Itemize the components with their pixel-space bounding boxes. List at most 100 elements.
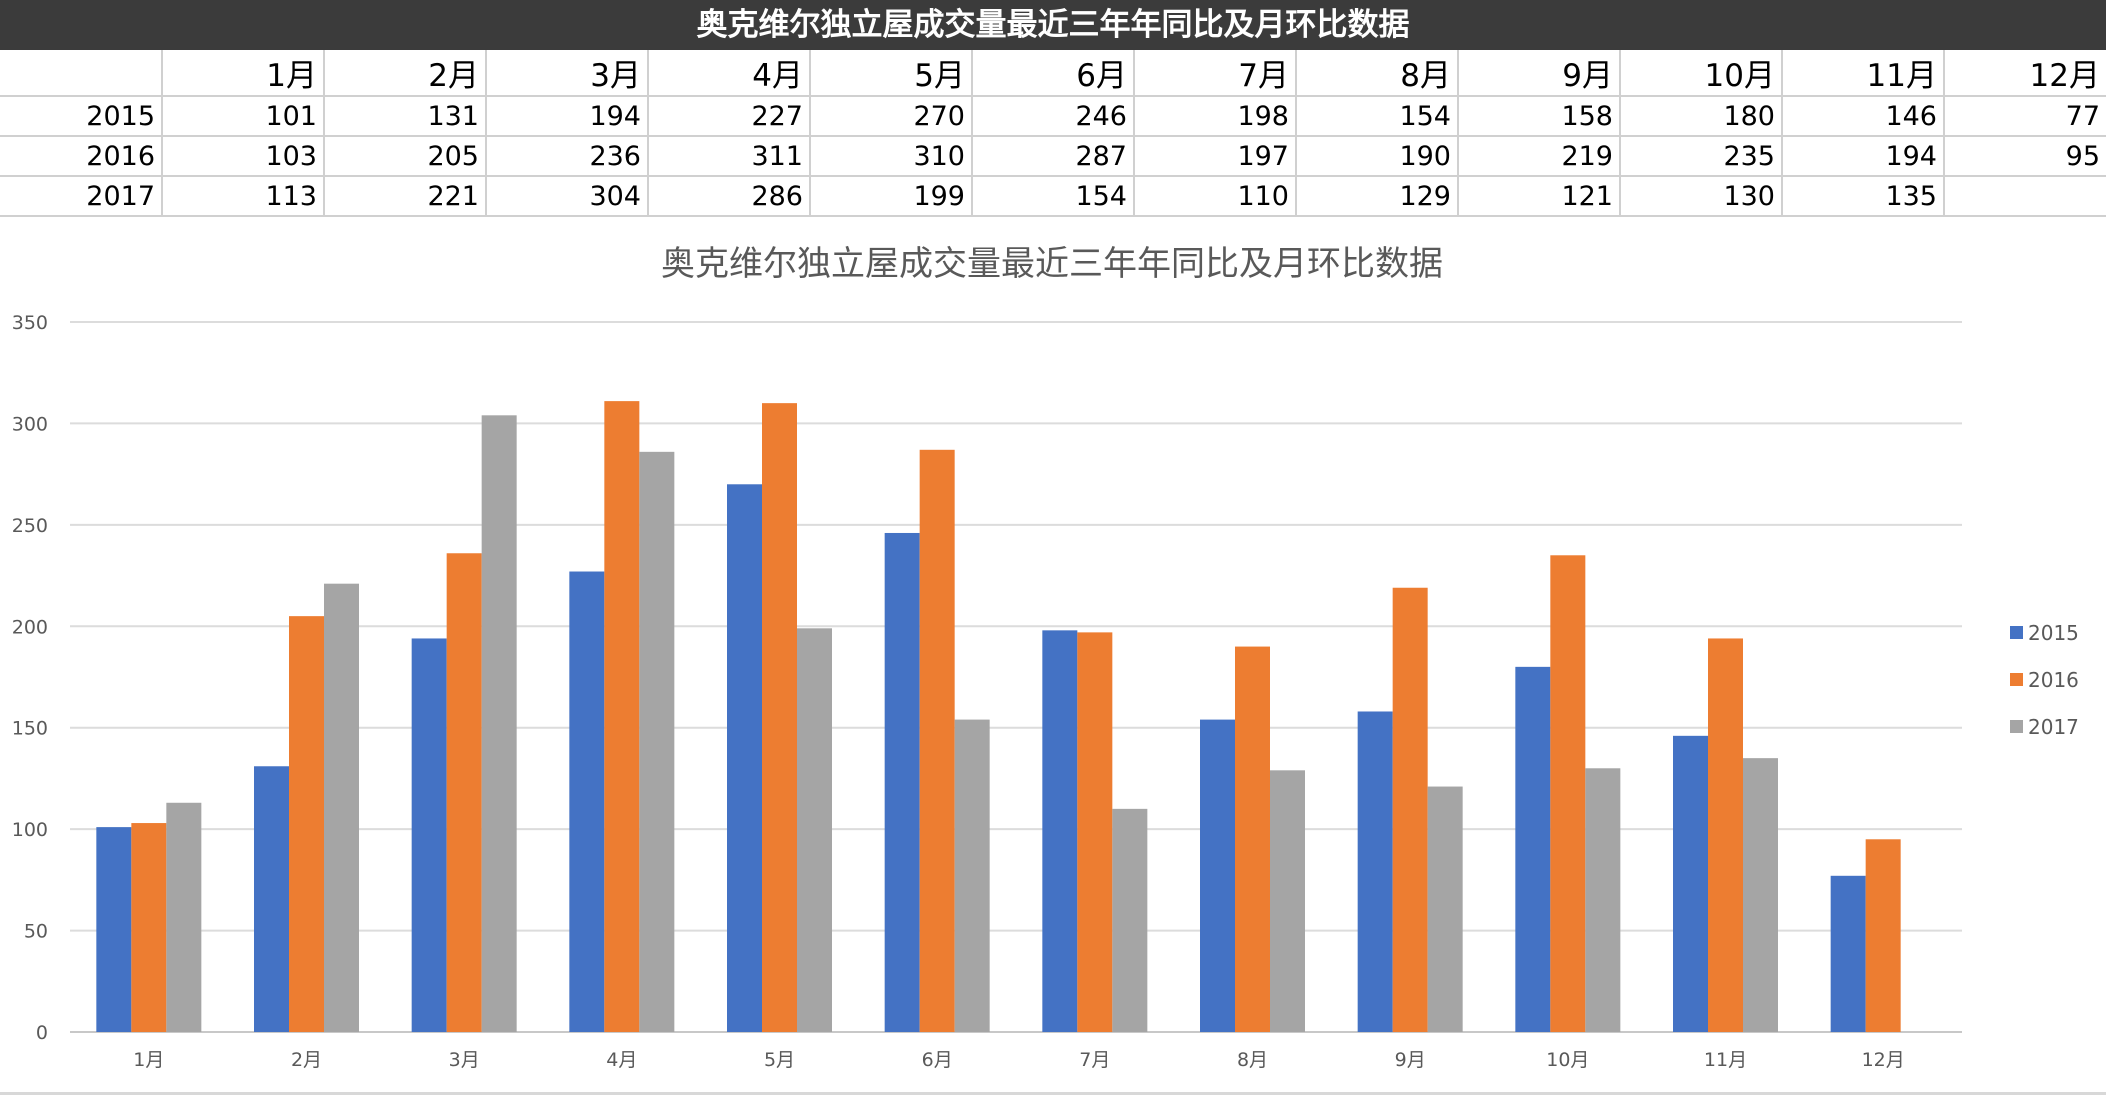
bar-2017-1月 [166, 802, 202, 1032]
value-cell[interactable]: 130 [1620, 176, 1783, 217]
y-tick-label: 300 [12, 413, 48, 435]
bar-2016-8月 [1235, 646, 1270, 1032]
month-header-cell[interactable]: 3月 [486, 50, 649, 97]
value-cell[interactable]: 270 [810, 96, 973, 137]
value-cell[interactable]: 121 [1458, 176, 1621, 217]
value-cell[interactable]: 113 [162, 176, 325, 217]
value-cell[interactable]: 219 [1458, 136, 1621, 177]
value-cell[interactable]: 198 [1134, 96, 1297, 137]
x-tick-label: 6月 [922, 1049, 953, 1071]
month-header-cell[interactable]: 1月 [162, 50, 325, 97]
bar-2017-3月 [481, 415, 517, 1032]
month-header-cell[interactable]: 11月 [1782, 50, 1945, 97]
value-cell[interactable]: 146 [1782, 96, 1945, 137]
table-row: 2015 101 131 194 227 270 246 198 154 158 180 146 77 [0, 96, 2106, 137]
value-cell[interactable]: 194 [486, 96, 649, 137]
legend-label: 2015 [2028, 621, 2079, 645]
x-tick-label: 8月 [1237, 1049, 1268, 1071]
value-cell[interactable]: 287 [972, 136, 1135, 177]
month-header-cell[interactable]: 7月 [1134, 50, 1297, 97]
sheet-title: 奥克维尔独立屋成交量最近三年年同比及月环比数据 [696, 7, 1410, 43]
table-row: 2017 113 221 304 286 199 154 110 129 121 130 135 [0, 176, 2106, 217]
value-cell[interactable]: 154 [1296, 96, 1459, 137]
bar-2015-11月 [1673, 735, 1708, 1032]
month-header-cell[interactable]: 12月 [1944, 50, 2106, 97]
value-cell[interactable]: 190 [1296, 136, 1459, 177]
x-tick-label: 2月 [291, 1049, 322, 1071]
month-header-cell[interactable]: 5月 [810, 50, 973, 97]
bar-2016-3月 [446, 553, 482, 1032]
bar-2015-1月 [96, 827, 132, 1032]
y-tick-label: 250 [12, 515, 48, 537]
value-cell[interactable]: 95 [1944, 136, 2106, 177]
bar-2017-11月 [1743, 758, 1778, 1032]
bar-2016-12月 [1865, 839, 1901, 1032]
x-tick-label: 1月 [133, 1049, 164, 1071]
bar-2015-5月 [727, 484, 762, 1032]
y-tick-label: 150 [12, 718, 48, 740]
value-cell[interactable] [1944, 176, 2106, 217]
bar-2017-8月 [1270, 770, 1305, 1032]
value-cell[interactable]: 205 [324, 136, 487, 177]
bar-2015-2月 [254, 766, 289, 1032]
legend-swatch-2017 [2010, 720, 2023, 733]
bar-2017-4月 [639, 451, 675, 1032]
bar-2015-8月 [1200, 719, 1235, 1032]
month-header-cell[interactable]: 10月 [1620, 50, 1783, 97]
value-cell[interactable]: 110 [1134, 176, 1297, 217]
year-label-cell[interactable]: 2017 [0, 176, 163, 217]
x-tick-label: 4月 [606, 1049, 637, 1071]
month-header-cell[interactable]: 2月 [324, 50, 487, 97]
legend-label: 2016 [2028, 668, 2079, 692]
bar-2017-6月 [954, 719, 990, 1032]
value-cell[interactable]: 246 [972, 96, 1135, 137]
value-cell[interactable]: 199 [810, 176, 973, 217]
month-header-cell[interactable]: 6月 [972, 50, 1135, 97]
value-cell[interactable]: 131 [324, 96, 487, 137]
bar-chart: 奥克维尔独立屋成交量最近三年年同比及月环比数据 0 50 100 150 200 250 30… [12, 244, 2079, 1071]
bar-2016-2月 [289, 616, 324, 1032]
x-tick-label: 7月 [1079, 1049, 1110, 1071]
bar-2015-7月 [1042, 630, 1078, 1032]
legend-label: 2017 [2028, 715, 2079, 739]
bar-2017-5月 [797, 628, 832, 1032]
value-cell[interactable]: 310 [810, 136, 973, 177]
bar-2015-10月 [1515, 666, 1551, 1032]
bar-2016-10月 [1550, 555, 1586, 1032]
year-label-cell[interactable]: 2016 [0, 136, 163, 177]
month-header-cell[interactable]: 9月 [1458, 50, 1621, 97]
value-cell[interactable]: 180 [1620, 96, 1783, 137]
bottom-divider [0, 1092, 2106, 1095]
value-cell[interactable]: 194 [1782, 136, 1945, 177]
value-cell[interactable]: 236 [486, 136, 649, 177]
value-cell[interactable]: 286 [648, 176, 811, 217]
year-label-cell[interactable]: 2015 [0, 96, 163, 137]
bar-2015-6月 [884, 532, 920, 1032]
x-tick-label: 3月 [449, 1049, 480, 1071]
bar-2015-12月 [1830, 875, 1866, 1032]
value-cell[interactable]: 221 [324, 176, 487, 217]
bar-2017-7月 [1112, 808, 1148, 1032]
bar-2015-4月 [569, 571, 605, 1032]
value-cell[interactable]: 235 [1620, 136, 1783, 177]
value-cell[interactable]: 197 [1134, 136, 1297, 177]
value-cell[interactable]: 154 [972, 176, 1135, 217]
bar-2016-1月 [131, 823, 167, 1032]
bar-2016-6月 [919, 449, 955, 1032]
value-cell[interactable]: 103 [162, 136, 325, 177]
month-header-cell[interactable]: 4月 [648, 50, 811, 97]
value-cell[interactable]: 101 [162, 96, 325, 137]
y-tick-label: 200 [12, 616, 48, 638]
value-cell[interactable]: 227 [648, 96, 811, 137]
value-cell[interactable]: 77 [1944, 96, 2106, 137]
table-corner-cell[interactable] [0, 50, 163, 97]
value-cell[interactable]: 129 [1296, 176, 1459, 217]
value-cell[interactable]: 135 [1782, 176, 1945, 217]
bar-2017-2月 [324, 583, 359, 1032]
bar-2017-10月 [1585, 768, 1621, 1032]
value-cell[interactable]: 304 [486, 176, 649, 217]
value-cell[interactable]: 311 [648, 136, 811, 177]
month-header-cell[interactable]: 8月 [1296, 50, 1459, 97]
x-tick-label: 5月 [764, 1049, 795, 1071]
value-cell[interactable]: 158 [1458, 96, 1621, 137]
